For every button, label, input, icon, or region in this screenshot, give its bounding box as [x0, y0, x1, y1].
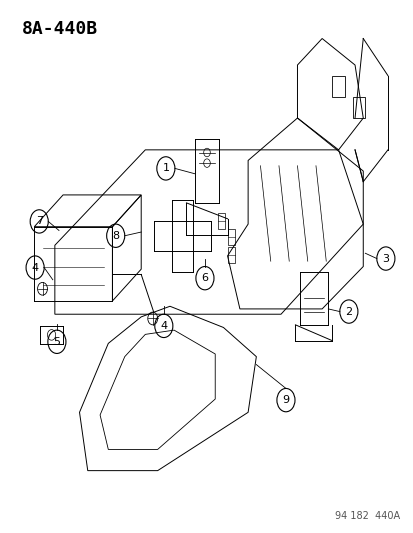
- Text: 4: 4: [160, 321, 167, 331]
- Text: 4: 4: [31, 263, 38, 272]
- Bar: [332, 76, 344, 97]
- Bar: [228, 247, 235, 263]
- Bar: [352, 97, 364, 118]
- Bar: [218, 214, 224, 229]
- Text: 94 182  440A: 94 182 440A: [335, 511, 399, 521]
- Text: 8A-440B: 8A-440B: [22, 20, 98, 38]
- Text: 6: 6: [201, 273, 208, 283]
- Text: 5: 5: [53, 337, 60, 347]
- Bar: [228, 229, 235, 245]
- Text: 8: 8: [112, 231, 119, 241]
- Text: 9: 9: [282, 395, 289, 405]
- Text: 7: 7: [36, 216, 43, 227]
- Text: 3: 3: [382, 254, 389, 263]
- Text: 1: 1: [162, 164, 169, 173]
- Text: 2: 2: [344, 306, 351, 317]
